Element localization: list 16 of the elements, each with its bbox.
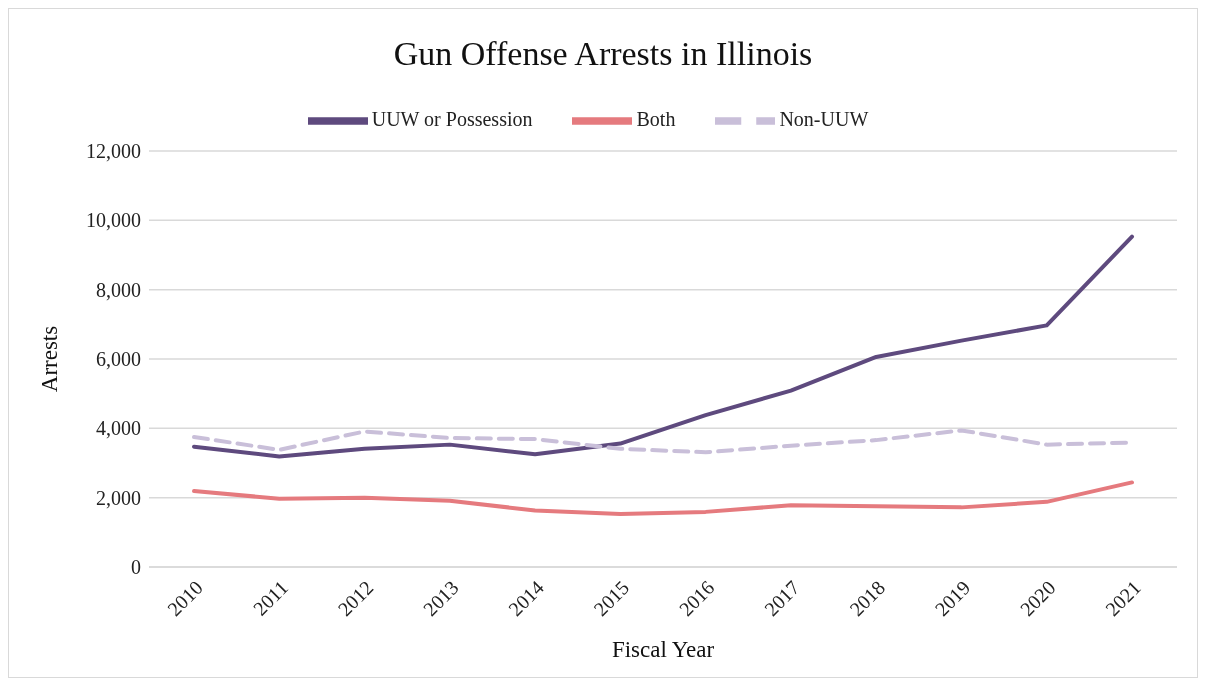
y-tick-label: 10,000 [86,209,141,232]
chart-title: Gun Offense Arrests in Illinois [392,35,814,73]
legend-label: UUW or Possession [371,107,533,130]
line-series [192,234,1134,459]
y-tick-label: 8,000 [96,278,141,301]
x-axis-title: Fiscal Year [611,637,715,662]
legend-label: Both [636,107,676,130]
y-tick-label: 2,000 [96,486,141,509]
x-tick-label: 2011 [248,576,293,620]
y-tick-label: 12,000 [86,140,141,163]
y-tick-label: 6,000 [96,348,141,371]
y-axis-title: Arrests [37,325,63,393]
y-tick-label: 4,000 [96,417,141,440]
legend-label: Non-UUW [779,107,869,130]
line-series [192,480,1134,516]
y-tick-label: 0 [131,556,141,579]
